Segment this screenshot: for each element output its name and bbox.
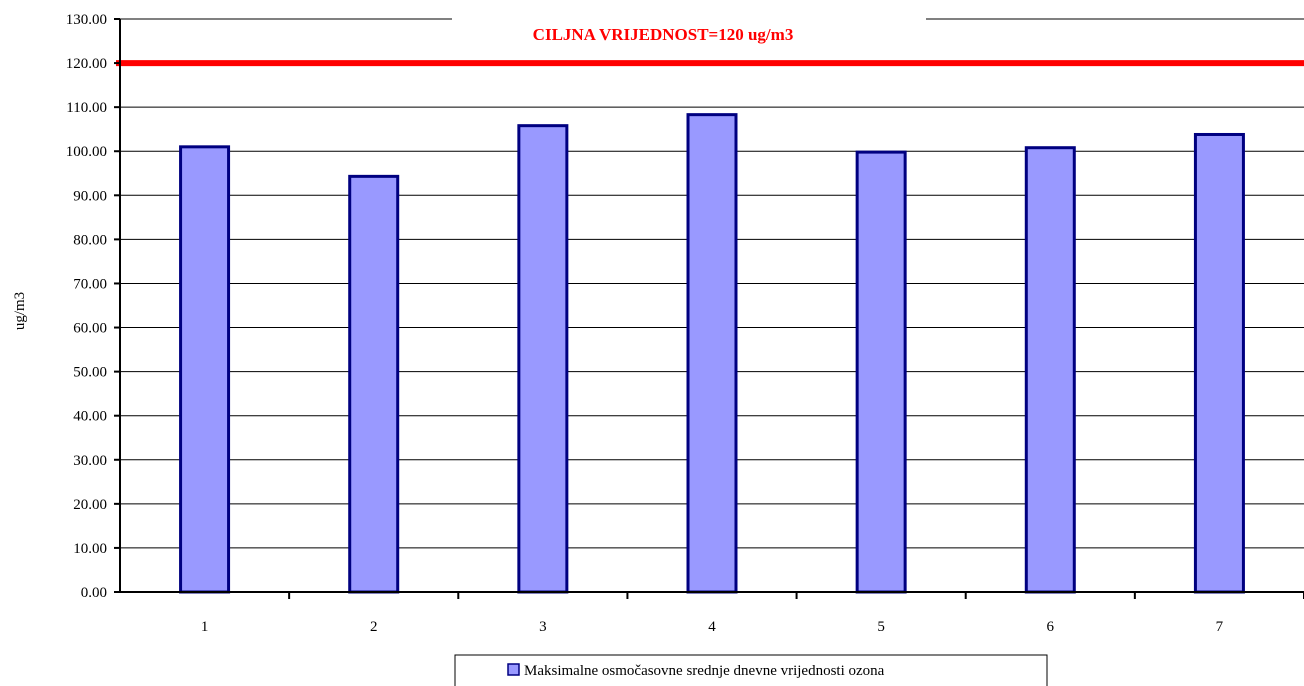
legend-swatch <box>507 663 520 676</box>
y-tick-label: 90.00 <box>73 188 107 204</box>
target-label: CILJNA VRIJEDNOST=120 ug/m3 <box>533 25 794 44</box>
target-label-background <box>452 10 926 50</box>
y-tick-labels: 0.00 10.00 20.00 30.00 40.00 50.00 60.00 70.00 8… <box>66 12 107 601</box>
x-tick-labels: 1 2 3 4 5 6 7 <box>201 619 1224 635</box>
y-tick-label: 60.00 <box>73 321 107 337</box>
legend: Maksimalne osmočasovne srednje dnevne vr… <box>454 654 1048 686</box>
y-axis-title: ug/m3 <box>12 292 28 330</box>
target-line-group: CILJNA VRIJEDNOST=120 ug/m3 <box>116 10 1304 67</box>
legend-series-label: Maksimalne osmočasovne srednje dnevne vr… <box>524 663 885 679</box>
axes <box>114 18 1304 599</box>
y-tick-label: 10.00 <box>73 541 107 557</box>
x-tick-label: 1 <box>201 619 209 635</box>
bar <box>855 150 907 594</box>
y-tick-label: 80.00 <box>73 232 107 248</box>
y-tick-label: 0.00 <box>81 585 107 601</box>
bar <box>1193 132 1245 594</box>
x-tick-label: 3 <box>539 619 547 635</box>
x-tick-label: 6 <box>1047 619 1055 635</box>
bars <box>179 113 1245 594</box>
y-tick-label: 30.00 <box>73 453 107 469</box>
bar <box>686 113 738 594</box>
x-tick-label: 7 <box>1216 619 1224 635</box>
y-tick-label: 40.00 <box>73 409 107 425</box>
bar <box>517 124 569 594</box>
y-tick-label: 100.00 <box>66 144 107 160</box>
y-tick-label: 130.00 <box>66 12 107 28</box>
y-tick-label: 20.00 <box>73 497 107 513</box>
legend-box <box>454 654 1048 686</box>
x-tick-label: 4 <box>708 619 716 635</box>
bar <box>1024 146 1076 594</box>
y-tick-label: 50.00 <box>73 365 107 381</box>
y-tick-label: 110.00 <box>66 100 107 116</box>
y-tick-label: 120.00 <box>66 56 107 72</box>
y-tick-label: 70.00 <box>73 276 107 292</box>
bar <box>179 145 231 594</box>
x-tick-label: 2 <box>370 619 378 635</box>
x-tick-label: 5 <box>877 619 885 635</box>
bar <box>348 174 400 594</box>
